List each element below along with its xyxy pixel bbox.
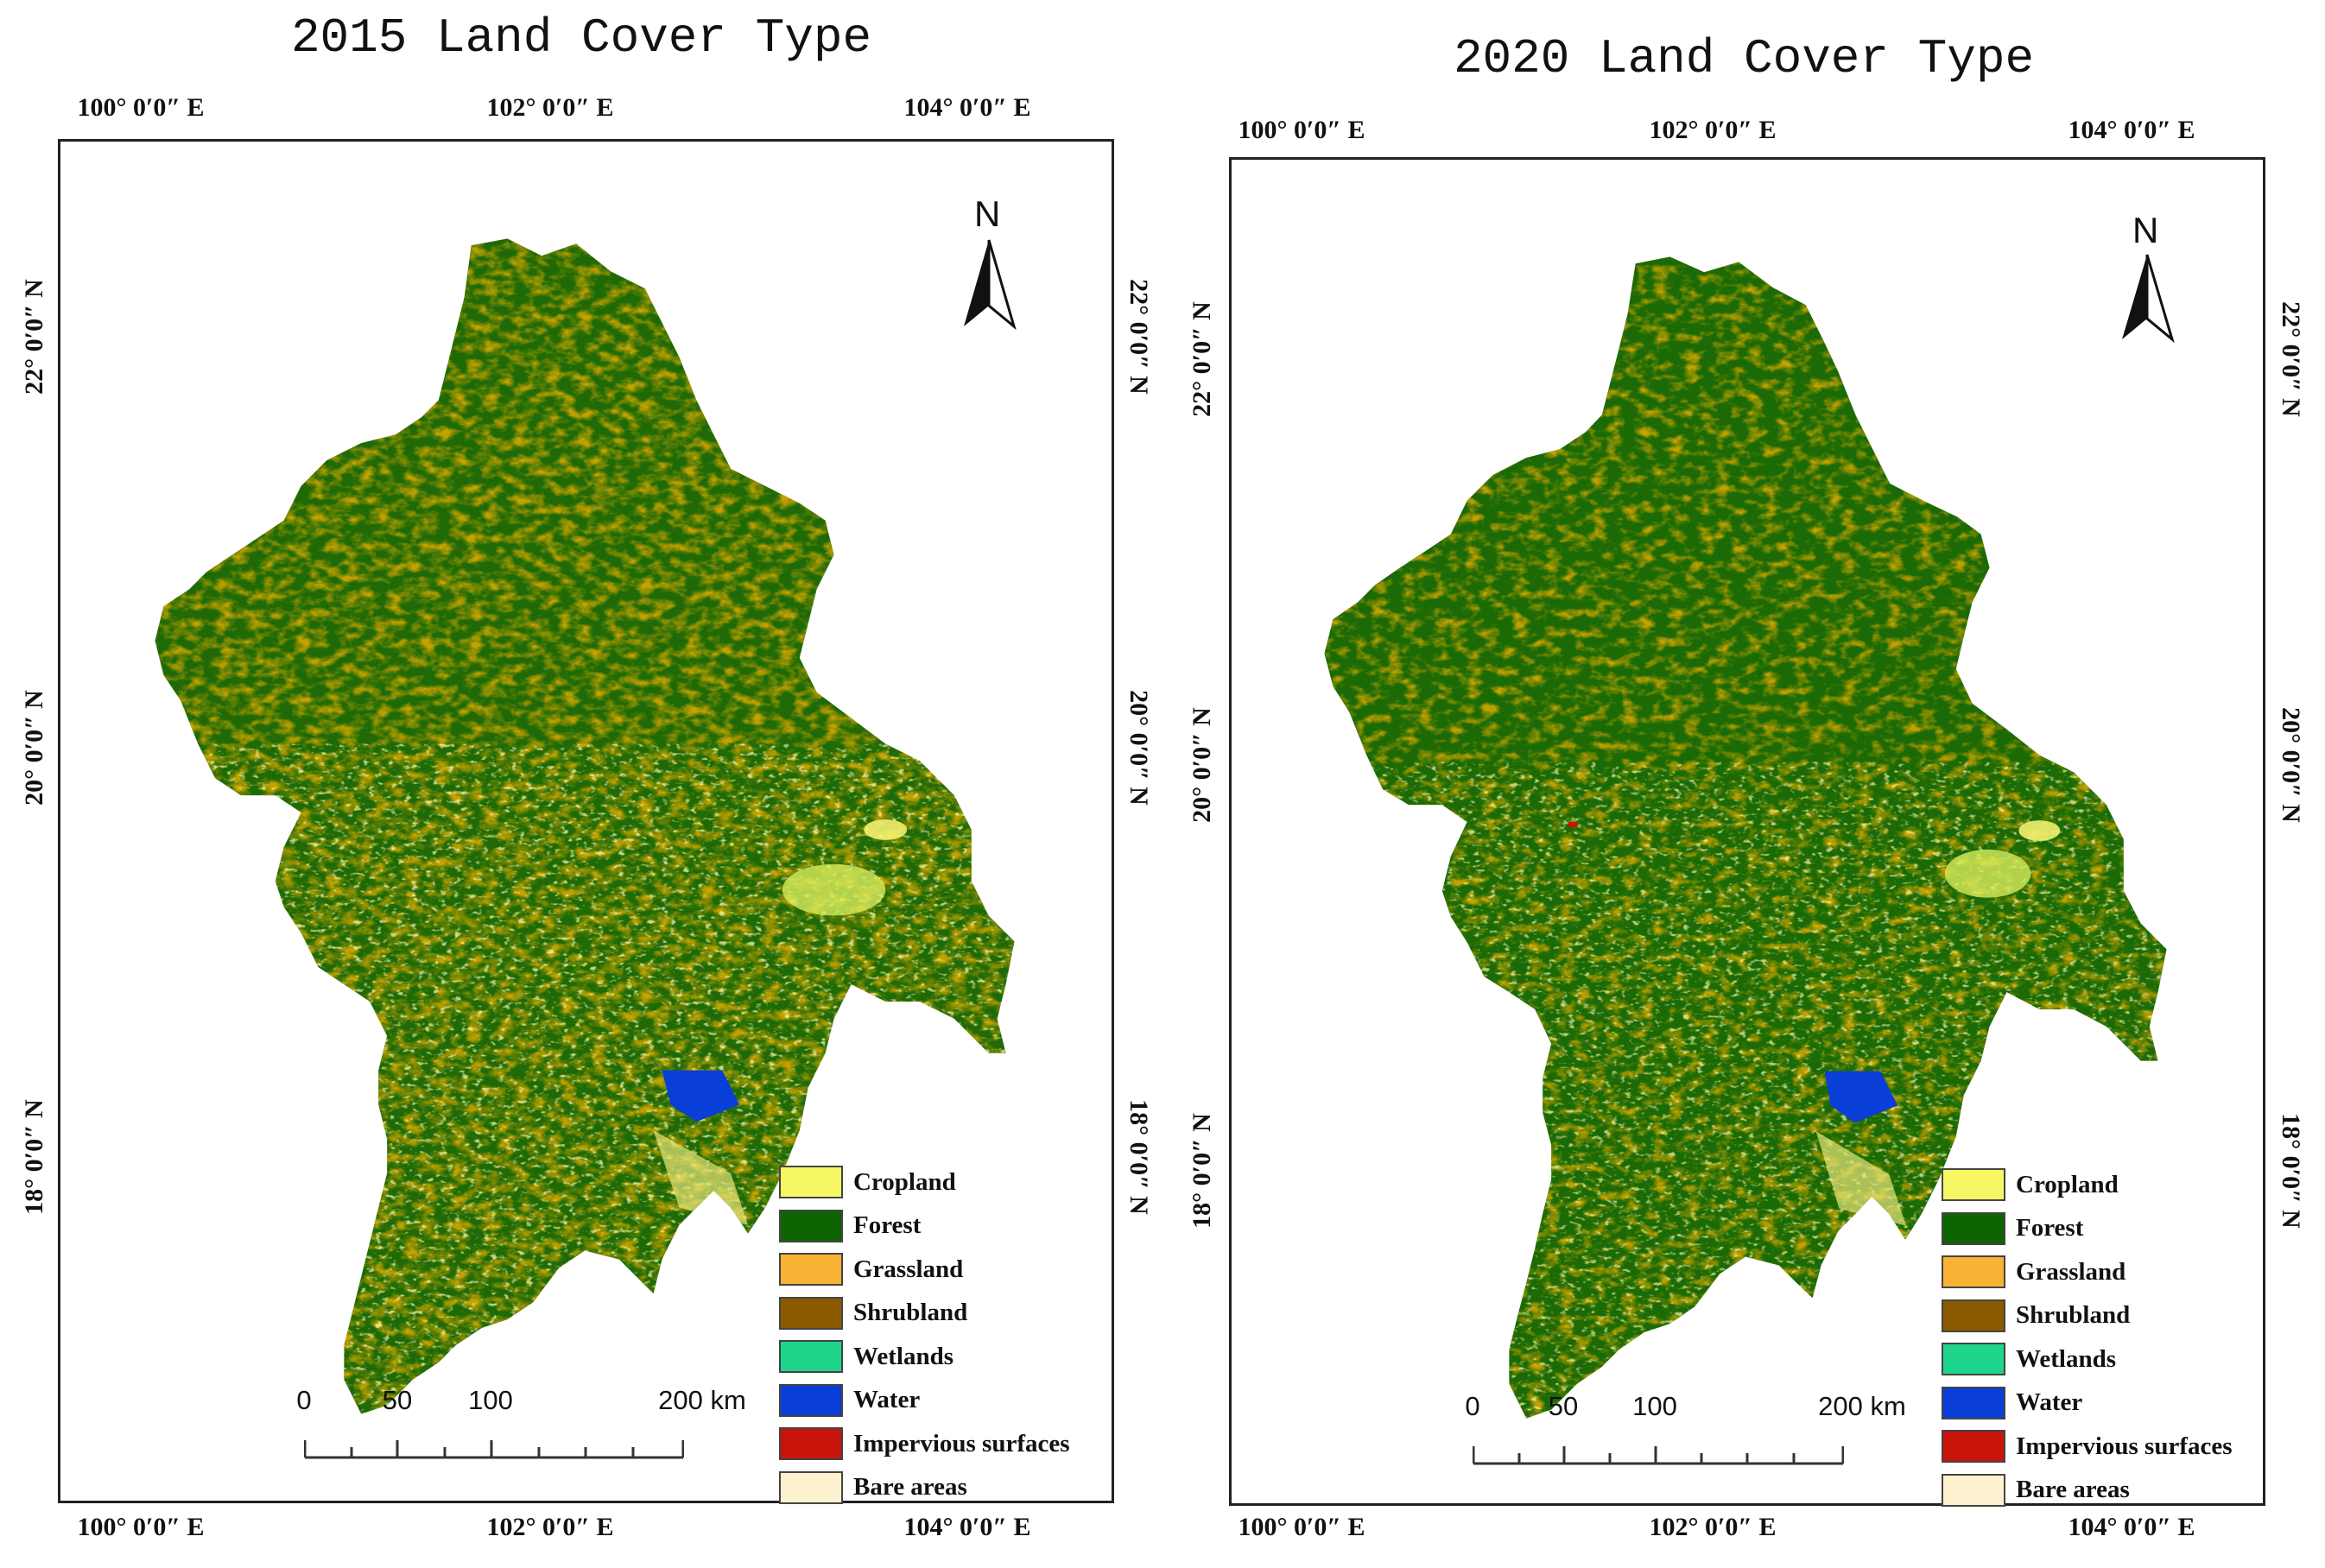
legend-item-water: Water (779, 1379, 1070, 1423)
north-label: N (974, 193, 1001, 234)
legend-swatch (779, 1383, 843, 1417)
legend-item-shrubland: Shrubland (779, 1292, 1070, 1336)
lon-label-top: 102° 0′0″ E (486, 93, 614, 122)
legend: Cropland Forest Grassland Shrubland Wetl… (779, 1160, 1070, 1509)
legend-label: Water (853, 1386, 921, 1414)
region-map (1324, 256, 2167, 1419)
legend-label: Impervious surfaces (2016, 1432, 2233, 1460)
lon-label-top: 100° 0′0″ E (1238, 116, 1365, 144)
legend-label: Cropland (853, 1167, 956, 1196)
scale-bar (1473, 1446, 1844, 1465)
lon-label-bottom: 102° 0′0″ E (486, 1513, 614, 1541)
legend-item-grassland: Grassland (779, 1248, 1070, 1292)
legend-swatch (779, 1166, 843, 1199)
legend-item-impervious: Impervious surfaces (779, 1422, 1070, 1466)
lat-label-right: 22° 0′0″ N (2277, 301, 2305, 417)
scale-tick-label: 200 km (658, 1385, 746, 1415)
lon-label-top: 102° 0′0″ E (1649, 116, 1777, 144)
legend-label: Water (2016, 1388, 2083, 1417)
legend-label: Wetlands (2016, 1344, 2117, 1373)
north-arrow-icon (964, 239, 1017, 331)
lon-label-bottom: 104° 0′0″ E (903, 1513, 1031, 1541)
legend-swatch (1942, 1168, 2005, 1202)
north-label: N (2132, 210, 2159, 250)
legend-label: Grassland (853, 1255, 964, 1283)
legend-label: Grassland (2016, 1257, 2126, 1286)
legend-swatch (1942, 1473, 2005, 1507)
legend-item-cropland: Cropland (779, 1160, 1070, 1204)
legend-label: Cropland (2016, 1170, 2119, 1198)
legend-item-grassland: Grassland (1942, 1250, 2233, 1294)
map-title: 2020 Land Cover Type (1453, 31, 2035, 86)
legend-swatch (1942, 1430, 2005, 1464)
map-panel-2015: 2015 Land Cover Type 100° 0′0″ E 102° 0′… (0, 0, 1162, 1568)
lon-label-top: 104° 0′0″ E (2068, 116, 2195, 144)
legend-label: Bare areas (2016, 1476, 2130, 1504)
scale-bar (304, 1440, 684, 1459)
legend-label: Shrubland (2016, 1301, 2131, 1330)
lat-label-right: 22° 0′0″ N (1124, 279, 1153, 395)
map-frame: N 0 50 100 200 km Cropland Forest Grassl… (58, 139, 1114, 1504)
lat-label-left: 20° 0′0″ N (1188, 707, 1216, 823)
lon-label-bottom: 102° 0′0″ E (1649, 1513, 1777, 1541)
legend-swatch (779, 1296, 843, 1330)
lat-label-left: 18° 0′0″ N (1188, 1113, 1216, 1229)
lat-label-right: 18° 0′0″ N (2277, 1113, 2305, 1229)
legend-swatch (779, 1340, 843, 1374)
lat-label-left: 18° 0′0″ N (20, 1099, 48, 1215)
scale-tick-label: 0 (296, 1385, 312, 1415)
legend-item-wetlands: Wetlands (1942, 1337, 2233, 1381)
lat-label-left: 22° 0′0″ N (20, 279, 48, 395)
scale-tick-label: 0 (1465, 1391, 1480, 1421)
scale-tick-label: 200 km (1818, 1391, 1906, 1421)
legend: Cropland Forest Grassland Shrubland Wetl… (1942, 1163, 2233, 1512)
north-arrow-icon (2122, 254, 2175, 344)
legend-label: Impervious surfaces (853, 1429, 1070, 1457)
lon-label-bottom: 104° 0′0″ E (2068, 1513, 2195, 1541)
lat-label-right: 18° 0′0″ N (1124, 1099, 1153, 1215)
legend-swatch (1942, 1299, 2005, 1332)
legend-item-bare: Bare areas (1942, 1469, 2233, 1513)
scale-tick-label: 50 (1548, 1391, 1579, 1421)
lat-label-right: 20° 0′0″ N (1124, 690, 1153, 806)
legend-swatch (1942, 1386, 2005, 1419)
legend-item-cropland: Cropland (1942, 1163, 2233, 1207)
legend-item-wetlands: Wetlands (779, 1335, 1070, 1379)
lat-label-left: 22° 0′0″ N (1188, 301, 1216, 417)
lon-label-bottom: 100° 0′0″ E (77, 1513, 205, 1541)
scale-tick-label: 50 (382, 1385, 413, 1415)
legend-label: Bare areas (853, 1473, 967, 1502)
legend-swatch (779, 1253, 843, 1287)
legend-swatch (1942, 1255, 2005, 1289)
legend-swatch (1942, 1211, 2005, 1245)
map-title: 2015 Land Cover Type (290, 10, 872, 66)
lon-label-bottom: 100° 0′0″ E (1238, 1513, 1365, 1541)
map-frame: N 0 50 100 200 km Cropland Forest Grassl… (1229, 157, 2265, 1507)
legend-item-forest: Forest (1942, 1207, 2233, 1251)
legend-label: Wetlands (853, 1342, 954, 1370)
lat-label-right: 20° 0′0″ N (2277, 707, 2305, 823)
map-panel-2020: 2020 Land Cover Type 100° 0′0″ E 102° 0′… (1162, 0, 2325, 1568)
legend-item-water: Water (1942, 1381, 2233, 1426)
legend-label: Forest (2016, 1214, 2084, 1242)
lat-label-left: 20° 0′0″ N (20, 690, 48, 806)
lon-label-top: 100° 0′0″ E (77, 93, 205, 122)
legend-item-bare: Bare areas (779, 1466, 1070, 1510)
legend-label: Forest (853, 1211, 922, 1240)
legend-item-shrubland: Shrubland (1942, 1294, 2233, 1338)
legend-swatch (779, 1427, 843, 1461)
legend-swatch (1942, 1343, 2005, 1376)
legend-item-impervious: Impervious surfaces (1942, 1425, 2233, 1469)
scale-tick-label: 100 (1632, 1391, 1677, 1421)
legend-label: Shrubland (853, 1299, 968, 1327)
scale-tick-label: 100 (468, 1385, 513, 1415)
region-map (155, 238, 1015, 1414)
lon-label-top: 104° 0′0″ E (903, 93, 1031, 122)
legend-swatch (779, 1470, 843, 1504)
legend-item-forest: Forest (779, 1204, 1070, 1249)
legend-swatch (779, 1209, 843, 1242)
